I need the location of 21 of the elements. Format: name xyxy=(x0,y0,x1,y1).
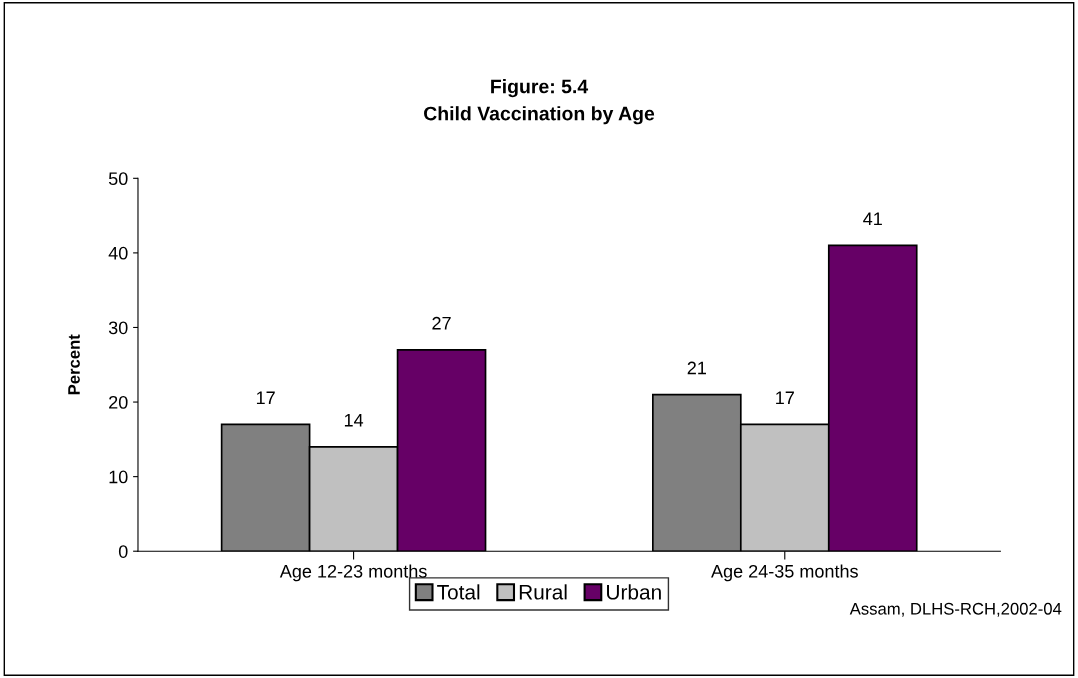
data-label: 41 xyxy=(863,212,882,226)
data-label: 17 xyxy=(776,391,794,405)
data-label: 17 xyxy=(256,391,275,405)
y-axis-title: Percent xyxy=(68,334,80,395)
y-tick-label: 50 xyxy=(108,172,128,186)
y-tick-label: 0 xyxy=(118,545,128,558)
legend-label: Urban xyxy=(607,584,661,600)
y-tick-label: 20 xyxy=(109,395,128,409)
text: Assam, DLHS-RCH,2002-04 xyxy=(849,602,1062,617)
x-tick-label: Age 24-35 months xyxy=(711,564,858,582)
data-label: 21 xyxy=(687,361,706,375)
chart-subtitle: Child Vaccination by Age xyxy=(424,106,655,125)
legend-label: Rural xyxy=(519,584,567,600)
legend-label: Total xyxy=(437,584,480,600)
x-tick-label: Age 12-23 months xyxy=(279,564,427,582)
y-tick-label: 30 xyxy=(108,321,128,335)
chart-title: Figure: 5.4 xyxy=(491,79,589,98)
data-label: 14 xyxy=(344,413,364,427)
y-tick-label: 40 xyxy=(108,246,128,260)
data-label: 27 xyxy=(432,316,451,330)
y-tick-label: 10 xyxy=(109,470,128,484)
